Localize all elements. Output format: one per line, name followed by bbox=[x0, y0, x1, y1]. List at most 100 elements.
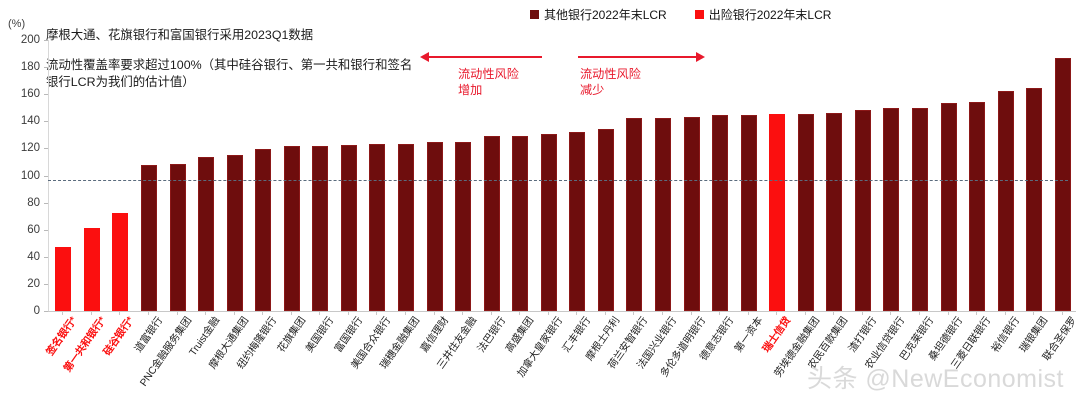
x-axis-tickmark bbox=[861, 311, 863, 315]
bar[interactable] bbox=[683, 116, 700, 311]
x-axis-tickmark bbox=[433, 311, 435, 315]
x-axis-tickmark bbox=[147, 311, 149, 315]
bar[interactable] bbox=[769, 113, 786, 311]
x-axis-tickmark bbox=[719, 311, 721, 315]
bar[interactable] bbox=[1054, 58, 1071, 311]
x-axis-tickmark bbox=[661, 311, 663, 315]
bar[interactable] bbox=[55, 246, 72, 311]
legend-label-other-banks: 其他银行2022年末LCR bbox=[544, 8, 667, 22]
x-axis-tickmark bbox=[604, 311, 606, 315]
x-axis-tickmark bbox=[633, 311, 635, 315]
y-axis-tickmark bbox=[44, 229, 48, 231]
x-axis-tickmark bbox=[776, 311, 778, 315]
arrow-left bbox=[420, 52, 550, 62]
bar[interactable] bbox=[997, 90, 1014, 311]
y-axis-tick-80: 80 bbox=[27, 196, 40, 209]
y-axis-unit-label: (%) bbox=[8, 18, 26, 30]
y-axis-tick-60: 60 bbox=[27, 223, 40, 236]
x-axis-tickmark bbox=[918, 311, 920, 315]
bar-series-group bbox=[48, 40, 1076, 311]
annotation-text-increase: 流动性风险 增加 bbox=[458, 67, 519, 97]
x-axis-tickmark bbox=[462, 311, 464, 315]
bar[interactable] bbox=[826, 112, 843, 311]
y-axis-tickmark bbox=[44, 311, 48, 312]
y-axis-tickmark bbox=[44, 175, 48, 177]
bar[interactable] bbox=[312, 146, 329, 311]
x-axis-tickmark bbox=[690, 311, 692, 315]
bar[interactable] bbox=[854, 109, 871, 311]
legend-swatch-other-banks bbox=[530, 10, 539, 19]
y-axis-tickmark bbox=[44, 202, 48, 204]
bar[interactable] bbox=[283, 146, 300, 311]
bar[interactable] bbox=[883, 108, 900, 311]
arrow-head-right-icon bbox=[696, 52, 705, 62]
arrow-shaft bbox=[428, 56, 542, 59]
bar[interactable] bbox=[569, 131, 586, 311]
x-axis-tickmark bbox=[804, 311, 806, 315]
bar[interactable] bbox=[597, 128, 614, 311]
bar[interactable] bbox=[140, 165, 157, 311]
y-axis-tick-40: 40 bbox=[27, 250, 40, 263]
x-axis-tickmark bbox=[319, 311, 321, 315]
bar[interactable] bbox=[969, 101, 986, 311]
y-axis-line bbox=[48, 40, 49, 311]
bar[interactable] bbox=[226, 154, 243, 311]
x-axis-tickmark bbox=[890, 311, 892, 315]
y-axis-tickmark bbox=[44, 148, 48, 150]
bar[interactable] bbox=[1026, 88, 1043, 311]
bar[interactable] bbox=[397, 143, 414, 311]
x-axis-tickmark bbox=[1061, 311, 1063, 315]
legend-swatch-failed-banks bbox=[694, 10, 704, 19]
y-axis-tickmark bbox=[44, 283, 48, 285]
bar[interactable] bbox=[112, 212, 129, 311]
legend-item-failed-banks[interactable]: 出险银行2022年末LCR bbox=[694, 6, 832, 23]
bar[interactable] bbox=[540, 134, 557, 311]
bar[interactable] bbox=[83, 227, 100, 311]
x-axis-tickmark bbox=[90, 311, 92, 315]
arrow-head-left-icon bbox=[420, 52, 429, 62]
bar[interactable] bbox=[255, 149, 272, 311]
bar[interactable] bbox=[455, 142, 472, 311]
bar[interactable] bbox=[626, 117, 643, 311]
legend-label-failed-banks: 出险银行2022年末LCR bbox=[708, 8, 832, 22]
x-axis-tickmark bbox=[976, 311, 978, 315]
y-axis-tick-100: 100 bbox=[20, 169, 40, 182]
annotation-text-decrease: 流动性风险 减少 bbox=[580, 67, 641, 97]
legend-item-other-banks[interactable]: 其他银行2022年末LCR bbox=[530, 6, 667, 23]
x-axis-tickmark bbox=[833, 311, 835, 315]
bar[interactable] bbox=[369, 143, 386, 311]
bar[interactable] bbox=[940, 103, 957, 311]
bar[interactable] bbox=[740, 115, 757, 311]
x-axis-label: 美国银行 bbox=[304, 315, 337, 355]
y-axis-tick-180: 180 bbox=[20, 61, 40, 74]
x-axis-tickmark bbox=[1004, 311, 1006, 315]
x-axis-tickmark bbox=[205, 311, 207, 315]
y-axis-tick-20: 20 bbox=[27, 277, 40, 290]
y-axis-tickmark bbox=[44, 256, 48, 258]
bar[interactable] bbox=[198, 157, 215, 311]
x-axis-tickmark bbox=[404, 311, 406, 315]
bar[interactable] bbox=[654, 117, 671, 311]
x-axis-tickmark bbox=[119, 311, 121, 315]
bar[interactable] bbox=[169, 164, 186, 311]
bar[interactable] bbox=[797, 113, 814, 311]
x-axis-tickmark bbox=[576, 311, 578, 315]
bar[interactable] bbox=[426, 142, 443, 311]
x-axis-labels: 签名银行* 第一共和银行* 硅谷银行* 道富银行 PNC金融服务集团 Truist金融 摩根… bbox=[45, 311, 1079, 403]
y-axis-tick-200: 200 bbox=[20, 34, 40, 46]
x-axis-tickmark bbox=[176, 311, 178, 315]
bar[interactable] bbox=[483, 135, 500, 311]
y-axis-tick-0: 0 bbox=[33, 305, 40, 317]
y-axis-tickmark bbox=[44, 67, 48, 69]
bar[interactable] bbox=[712, 115, 729, 311]
bar[interactable] bbox=[512, 135, 529, 311]
x-axis-tickmark bbox=[376, 311, 378, 315]
arrow-shaft bbox=[578, 56, 697, 59]
x-axis-tickmark bbox=[519, 311, 521, 315]
chart-note-1: 摩根大通、花旗银行和富国银行采用2023Q1数据 bbox=[46, 28, 314, 42]
y-axis-tickmark bbox=[44, 40, 48, 41]
y-axis-tick-120: 120 bbox=[20, 142, 40, 155]
x-axis-tickmark bbox=[490, 311, 492, 315]
bar[interactable] bbox=[911, 108, 928, 311]
bar[interactable] bbox=[340, 145, 357, 311]
